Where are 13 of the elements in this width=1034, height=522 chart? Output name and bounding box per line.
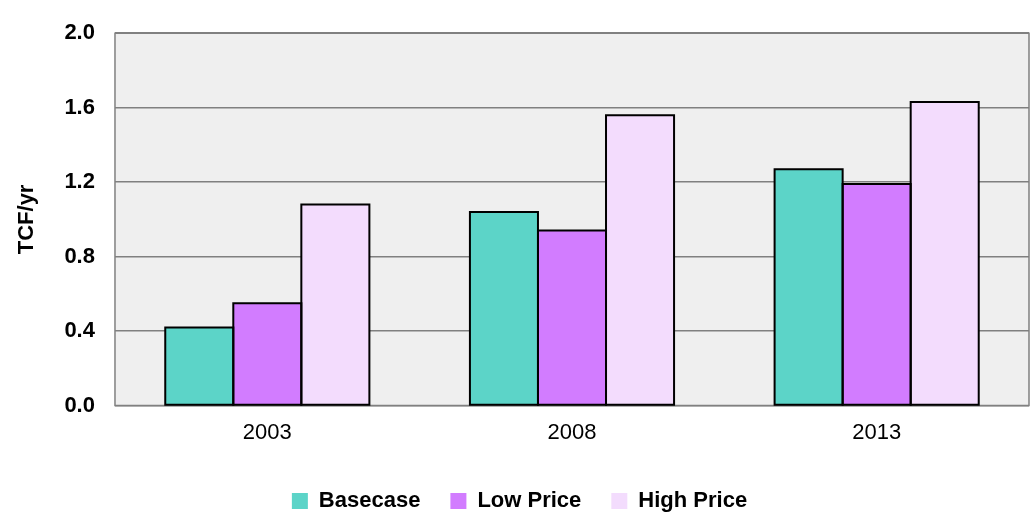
legend-label: Low Price <box>477 487 582 513</box>
x-tick-label: 2013 <box>852 418 902 444</box>
y-axis-title: TCF/yr <box>13 184 39 255</box>
legend-label: Basecase <box>318 487 421 513</box>
y-tick-label: 2.0 <box>64 19 95 45</box>
x-tick-label: 2008 <box>547 418 597 444</box>
y-tick-label: 1.6 <box>64 93 95 119</box>
y-tick-label: 0.4 <box>64 317 96 343</box>
legend-label: High Price <box>638 487 748 513</box>
y-tick-label: 0.8 <box>64 242 95 268</box>
y-tick-label: 1.2 <box>64 168 95 194</box>
x-tick-label: 2003 <box>242 418 292 444</box>
y-tick-label: 0.0 <box>64 391 95 417</box>
